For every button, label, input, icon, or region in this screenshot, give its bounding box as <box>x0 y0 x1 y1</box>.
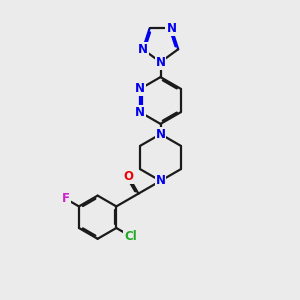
Text: O: O <box>124 170 134 183</box>
Text: N: N <box>155 128 166 141</box>
Text: N: N <box>155 56 166 69</box>
Text: Cl: Cl <box>124 230 137 243</box>
Text: N: N <box>155 174 166 188</box>
Text: N: N <box>167 22 176 35</box>
Text: N: N <box>135 82 145 95</box>
Text: N: N <box>135 106 145 119</box>
Text: F: F <box>62 192 70 206</box>
Text: N: N <box>138 43 148 56</box>
